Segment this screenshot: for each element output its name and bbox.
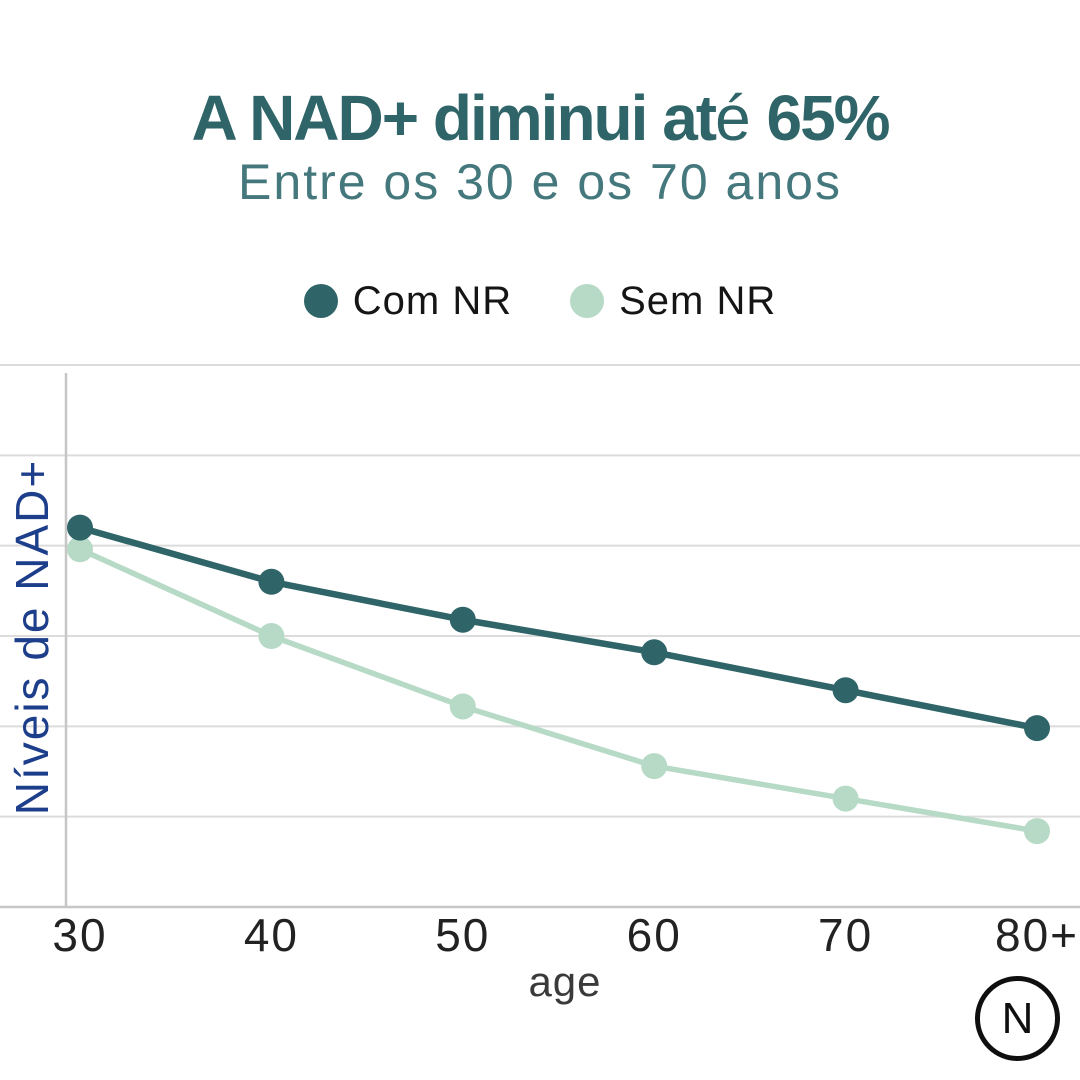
brand-logo: N bbox=[975, 976, 1060, 1061]
x-tick-label: 30 bbox=[52, 909, 107, 961]
x-tick-label: 70 bbox=[818, 909, 873, 961]
x-tick-label: 50 bbox=[435, 909, 490, 961]
legend-label-sem-nr: Sem NR bbox=[619, 279, 777, 323]
legend-item-sem-nr: Sem NR bbox=[570, 281, 776, 321]
data-point-com-nr bbox=[641, 639, 668, 666]
data-point-com-nr bbox=[832, 677, 859, 704]
data-point-sem-nr bbox=[67, 536, 93, 563]
x-tick-label: 60 bbox=[627, 909, 682, 961]
data-point-com-nr bbox=[1024, 715, 1050, 742]
legend-label-com-nr: Com NR bbox=[352, 279, 513, 323]
legend-dot-com-nr-icon bbox=[303, 284, 338, 318]
data-point-com-nr bbox=[449, 606, 476, 633]
y-axis-title: Níveis de NAD+ bbox=[6, 459, 58, 816]
data-point-sem-nr bbox=[1024, 818, 1050, 845]
brand-logo-letter: N bbox=[1001, 993, 1034, 1043]
x-tick-label: 80+ bbox=[995, 909, 1079, 961]
data-point-com-nr bbox=[258, 568, 285, 595]
data-point-sem-nr bbox=[832, 785, 859, 812]
legend-item-com-nr: Com NR bbox=[303, 279, 513, 323]
title-part-post: 65% bbox=[750, 82, 890, 154]
series-line-sem-nr bbox=[77, 546, 1040, 834]
data-point-sem-nr bbox=[449, 693, 476, 720]
x-axis-title: age bbox=[528, 958, 601, 1005]
data-point-com-nr bbox=[67, 514, 93, 541]
series-line-com-nr bbox=[76, 524, 1041, 732]
x-tick-label: 40 bbox=[244, 909, 299, 961]
legend-dot-sem-nr-icon bbox=[570, 284, 605, 318]
title-part-pre: A NAD+ diminui at bbox=[191, 82, 717, 154]
page-title: A NAD+ diminui até 65% bbox=[0, 82, 1080, 156]
title-part-accent: é bbox=[715, 82, 751, 154]
data-point-sem-nr bbox=[258, 623, 285, 649]
chart-legend: Com NR Sem NR bbox=[0, 281, 1080, 321]
page-subtitle: Entre os 30 e os 70 anos bbox=[238, 154, 842, 210]
data-point-sem-nr bbox=[641, 753, 668, 780]
